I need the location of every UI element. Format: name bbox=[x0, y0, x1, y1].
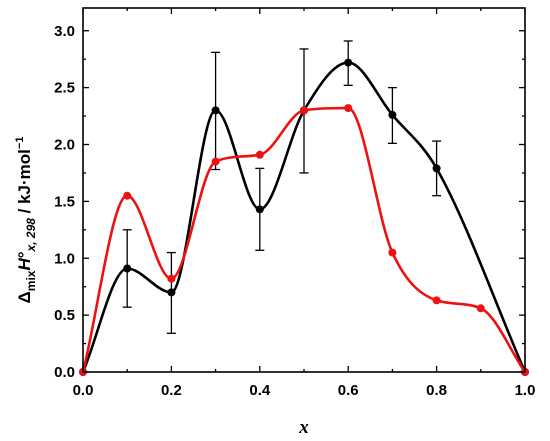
plot-area bbox=[79, 40, 529, 376]
y-tick-label: 3.0 bbox=[54, 23, 75, 40]
y-tick-label: 2.0 bbox=[54, 137, 75, 154]
data-point bbox=[388, 248, 397, 257]
x-tick-label: 0.8 bbox=[426, 382, 447, 399]
x-tick-label: 0.4 bbox=[249, 382, 271, 399]
data-point bbox=[123, 191, 132, 200]
data-point bbox=[123, 264, 132, 273]
data-point bbox=[432, 296, 441, 305]
data-point bbox=[211, 157, 220, 166]
data-point bbox=[255, 150, 264, 159]
data-point bbox=[167, 274, 176, 283]
data-point bbox=[344, 58, 353, 67]
y-axis-title: ΔmixH°x, 298 / kJ·mol−1 bbox=[14, 137, 38, 304]
x-tick-label: 1.0 bbox=[515, 382, 536, 399]
data-point bbox=[255, 205, 264, 214]
x-axis-title: x bbox=[298, 417, 309, 438]
x-tick-label: 0.0 bbox=[73, 382, 94, 399]
data-point bbox=[344, 104, 353, 113]
data-point bbox=[167, 288, 176, 297]
y-tick-label: 1.5 bbox=[54, 193, 75, 210]
data-point bbox=[388, 110, 397, 119]
x-tick-label: 0.6 bbox=[338, 382, 359, 399]
data-point bbox=[300, 106, 308, 115]
y-tick-label: 2.5 bbox=[54, 80, 75, 97]
x-tick-label: 0.2 bbox=[161, 382, 182, 399]
y-tick-label: 0.0 bbox=[54, 364, 75, 381]
y-tick-label: 1.0 bbox=[54, 250, 75, 267]
series-line-0 bbox=[81, 61, 527, 374]
data-point bbox=[432, 164, 441, 173]
data-point bbox=[476, 304, 485, 313]
data-point bbox=[211, 106, 220, 115]
axes: 0.0 0.2 0.4 0.6 0.8 1.0 0.0 0.5 1.0 1.5 2.0 2.5 3.0 bbox=[54, 7, 536, 399]
y-tick-label: 0.5 bbox=[54, 307, 75, 324]
